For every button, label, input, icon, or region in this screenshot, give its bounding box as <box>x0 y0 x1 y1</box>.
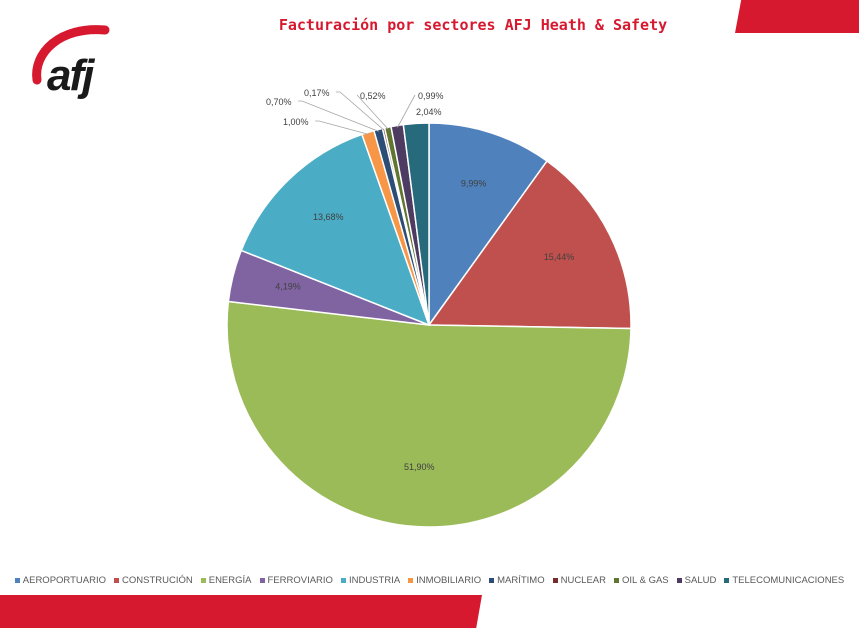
leader-line <box>298 100 379 132</box>
legend-swatch <box>14 578 20 583</box>
legend-item: ENERGÍA <box>200 575 252 586</box>
data-label: 51,90% <box>404 462 435 472</box>
legend-swatch <box>552 578 558 583</box>
data-label: 13,68% <box>313 212 344 222</box>
legend-label: INDUSTRIA <box>348 575 401 586</box>
legend-swatch <box>259 578 265 583</box>
data-label: 9,99% <box>461 179 487 189</box>
top-right-banner <box>735 0 859 33</box>
legend-label: SALUD <box>684 575 717 586</box>
legend-item: OIL & GAS <box>614 575 669 586</box>
legend-swatch <box>489 578 495 583</box>
legend-label: ENERGÍA <box>208 575 252 586</box>
legend-swatch <box>340 578 346 583</box>
legend-label: INMOBILIARIO <box>416 575 482 586</box>
legend-swatch <box>676 578 682 583</box>
legend-label: NUCLEAR <box>560 575 606 586</box>
legend-swatch <box>408 578 414 583</box>
legend-label: OIL & GAS <box>622 575 669 586</box>
legend: AEROPORTUARIO CONSTRUCIÓN ENERGÍA FERROVIAR… <box>0 575 859 586</box>
data-label: 0,70% <box>266 97 292 107</box>
pie-slice-energ-a <box>226 300 632 528</box>
leader-line <box>315 120 369 135</box>
data-label: 0,99% <box>418 91 444 101</box>
legend-item: SALUD <box>676 575 717 586</box>
data-label: 4,19% <box>275 281 301 291</box>
legend-item: FERROVIARIO <box>259 575 333 586</box>
pie-slice-industria <box>240 133 431 327</box>
legend-item: INMOBILIARIO <box>408 575 481 586</box>
legend-label: MARÍTIMO <box>497 575 545 586</box>
chart-title: Facturación por sectores AFJ Heath & Saf… <box>278 16 668 34</box>
legend-label: CONSTRUCIÓN <box>122 575 193 586</box>
pie-slice-construci-n <box>427 159 632 330</box>
legend-item: NUCLEAR <box>552 575 606 586</box>
bottom-banner <box>0 595 482 628</box>
legend-item: MARÍTIMO <box>489 575 545 586</box>
data-label: 2,04% <box>416 107 442 117</box>
legend-item: TELECOMUNICACIONES <box>724 575 844 586</box>
legend-swatch <box>200 578 206 583</box>
leader-line <box>356 94 389 130</box>
legend-swatch <box>614 578 619 583</box>
legend-label: TELECOMUNICACIONES <box>732 575 845 586</box>
legend-item: AEROPORTUARIO <box>14 575 106 586</box>
leader-line <box>397 94 416 128</box>
pie-slice-telecomunicaciones <box>402 122 430 326</box>
legend-label: FERROVIARIO <box>267 575 333 586</box>
data-label: 0,17% <box>304 88 330 98</box>
legend-item: INDUSTRIA <box>340 575 401 586</box>
pie-slice-aeroportuario <box>428 122 549 328</box>
data-label: 15,44% <box>544 252 575 262</box>
afj-logo: afj <box>25 18 120 103</box>
data-label: 1,00% <box>283 117 309 127</box>
legend-swatch <box>114 578 119 583</box>
legend-item: CONSTRUCIÓN <box>114 575 193 586</box>
data-label: 0,52% <box>360 91 386 101</box>
legend-swatch <box>724 578 730 583</box>
legend-label: AEROPORTUARIO <box>22 575 106 586</box>
leader-line <box>336 91 385 131</box>
svg-text:afj: afj <box>47 51 95 100</box>
